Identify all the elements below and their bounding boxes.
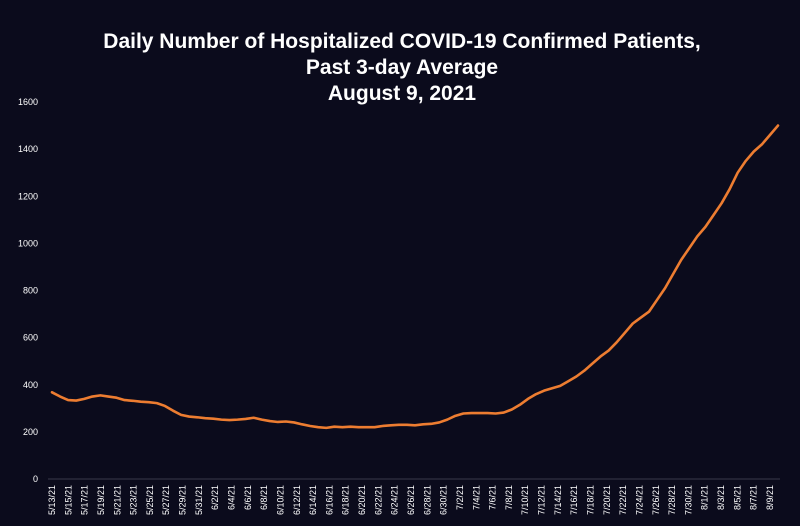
chart-title-line-1: Daily Number of Hospitalized COVID-19 Co… — [103, 30, 700, 53]
x-tick-label: 6/2/21 — [210, 485, 220, 510]
x-axis: 5/13/21 5/15/21 5/17/21 5/19/21 5/21/21 5/23/… — [47, 478, 780, 515]
plot-area — [50, 124, 780, 430]
x-tick-label: 6/26/21 — [406, 485, 416, 515]
x-tick-label: 7/12/21 — [537, 485, 547, 515]
y-tick-label: 1000 — [18, 238, 38, 248]
x-tick-label: 6/16/21 — [324, 485, 334, 515]
x-tick-label: 5/19/21 — [96, 485, 106, 515]
x-tick-label: 7/16/21 — [569, 485, 579, 515]
x-tick-label: 8/5/21 — [732, 485, 742, 510]
y-tick-label: 1600 — [18, 97, 38, 107]
x-tick-label: 7/18/21 — [586, 485, 596, 515]
y-tick-label: 200 — [23, 427, 38, 437]
x-tick-label: 7/28/21 — [667, 485, 677, 515]
x-tick-label: 6/30/21 — [439, 485, 449, 515]
x-tick-label: 8/3/21 — [716, 485, 726, 510]
x-tick-label: 8/7/21 — [749, 485, 759, 510]
x-tick-label: 7/30/21 — [683, 485, 693, 515]
x-tick-label: 6/28/21 — [422, 485, 432, 515]
series-line-0 — [50, 124, 780, 430]
x-tick-label: 7/24/21 — [634, 485, 644, 515]
x-tick-label: 7/10/21 — [520, 485, 530, 515]
x-tick-label: 5/15/21 — [63, 485, 73, 515]
x-tick-label: 7/4/21 — [471, 485, 481, 510]
x-tick-label: 6/6/21 — [243, 485, 253, 510]
x-tick-label: 5/17/21 — [80, 485, 90, 515]
chart-title-line-2: Past 3-day Average — [306, 56, 498, 79]
x-tick-label: 7/20/21 — [602, 485, 612, 515]
x-tick-label: 5/31/21 — [194, 485, 204, 515]
x-tick-label: 6/20/21 — [357, 485, 367, 515]
x-tick-label: 7/26/21 — [651, 485, 661, 515]
x-tick-label: 6/18/21 — [341, 485, 351, 515]
y-tick-label: 1400 — [18, 144, 38, 154]
y-tick-label: 1200 — [18, 191, 38, 201]
x-tick-label: 6/24/21 — [390, 485, 400, 515]
y-axis: 0 200 400 600 800 1000 1200 1400 1600 — [18, 97, 38, 484]
x-tick-label: 7/6/21 — [488, 485, 498, 510]
x-tick-label: 6/8/21 — [259, 485, 269, 510]
x-tick-label: 7/14/21 — [553, 485, 563, 515]
x-tick-label: 5/23/21 — [129, 485, 139, 515]
x-tick-label: 5/27/21 — [161, 485, 171, 515]
x-tick-label: 7/22/21 — [618, 485, 628, 515]
chart-title-line-3: August 9, 2021 — [328, 82, 477, 105]
x-tick-label: 6/4/21 — [227, 485, 237, 510]
x-tick-label: 8/9/21 — [765, 485, 775, 510]
x-tick-label: 8/1/21 — [700, 485, 710, 510]
x-tick-label: 5/29/21 — [178, 485, 188, 515]
y-tick-label: 800 — [23, 286, 38, 296]
x-tick-label: 5/25/21 — [145, 485, 155, 515]
x-tick-label: 6/12/21 — [292, 485, 302, 515]
x-tick-label: 6/10/21 — [275, 485, 285, 515]
x-tick-label: 5/21/21 — [112, 485, 122, 515]
x-tick-label: 6/14/21 — [308, 485, 318, 515]
x-tick-label: 7/8/21 — [504, 485, 514, 510]
x-tick-label: 6/22/21 — [373, 485, 383, 515]
y-tick-label: 0 — [33, 474, 38, 484]
x-tick-label: 5/13/21 — [47, 485, 57, 515]
y-tick-label: 400 — [23, 380, 38, 390]
x-tick-label: 7/2/21 — [455, 485, 465, 510]
y-tick-label: 600 — [23, 333, 38, 343]
